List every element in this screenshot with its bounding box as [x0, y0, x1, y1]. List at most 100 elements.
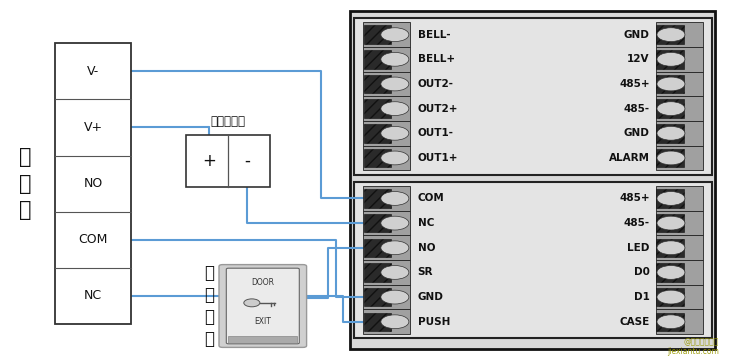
Bar — [656, 145, 703, 170]
Circle shape — [657, 241, 685, 255]
Circle shape — [381, 77, 409, 91]
Circle shape — [657, 53, 685, 66]
Text: GND: GND — [624, 30, 650, 40]
Bar — [363, 285, 410, 309]
Circle shape — [657, 315, 685, 329]
Bar — [656, 149, 684, 167]
Bar — [364, 50, 391, 68]
Bar — [656, 189, 684, 208]
Bar — [656, 47, 703, 72]
Text: NO: NO — [83, 177, 103, 190]
Text: 开
门
按
钮: 开 门 按 钮 — [204, 264, 214, 348]
Bar — [656, 124, 684, 143]
Bar — [350, 11, 715, 349]
FancyBboxPatch shape — [219, 265, 307, 347]
Bar — [656, 288, 684, 306]
Bar — [354, 18, 712, 175]
Circle shape — [381, 28, 409, 41]
Bar — [656, 239, 684, 257]
Circle shape — [657, 266, 685, 279]
Circle shape — [657, 77, 685, 91]
Text: SR: SR — [418, 267, 433, 278]
Circle shape — [657, 102, 685, 116]
Bar — [656, 312, 684, 331]
Circle shape — [657, 151, 685, 165]
Bar — [656, 121, 703, 145]
Circle shape — [657, 290, 685, 304]
Text: 485-: 485- — [623, 218, 650, 228]
Bar — [364, 288, 391, 306]
Bar — [656, 260, 703, 285]
Bar — [656, 211, 703, 235]
Text: V+: V+ — [83, 121, 103, 134]
Bar — [55, 43, 131, 324]
Circle shape — [244, 299, 260, 307]
Bar — [228, 336, 297, 343]
Bar — [364, 75, 391, 93]
Circle shape — [657, 216, 685, 230]
Circle shape — [381, 266, 409, 279]
Text: 485-: 485- — [623, 104, 650, 114]
Bar — [364, 189, 391, 208]
Bar — [656, 309, 703, 334]
Text: LED: LED — [627, 243, 650, 253]
Text: 485+: 485+ — [619, 193, 650, 203]
Bar — [656, 75, 684, 93]
Text: OUT2-: OUT2- — [418, 79, 453, 89]
Bar — [656, 214, 684, 232]
Text: @接线图智能网
jiexiantu.com: @接线图智能网 jiexiantu.com — [667, 337, 719, 356]
Circle shape — [381, 315, 409, 329]
Bar — [363, 145, 410, 170]
Bar — [363, 309, 410, 334]
Circle shape — [657, 28, 685, 41]
Text: NC: NC — [418, 218, 434, 228]
Text: 磁
力
锁: 磁 力 锁 — [19, 147, 32, 220]
Bar — [656, 263, 684, 282]
Text: OUT1+: OUT1+ — [418, 153, 458, 163]
Bar — [656, 285, 703, 309]
Text: PUSH: PUSH — [418, 317, 450, 327]
Bar — [354, 182, 712, 338]
Text: CASE: CASE — [620, 317, 650, 327]
Text: V-: V- — [87, 65, 99, 78]
Bar — [656, 186, 703, 211]
Text: D0: D0 — [634, 267, 650, 278]
Bar — [363, 186, 410, 211]
Bar — [363, 72, 410, 96]
Circle shape — [381, 151, 409, 165]
Bar — [364, 263, 391, 282]
Circle shape — [657, 126, 685, 140]
Text: BELL-: BELL- — [418, 30, 450, 40]
Text: EXIT: EXIT — [254, 318, 272, 326]
Bar — [363, 260, 410, 285]
Bar — [656, 22, 703, 47]
Text: D1: D1 — [634, 292, 650, 302]
Bar — [364, 149, 391, 167]
Bar — [364, 26, 391, 44]
Bar — [363, 96, 410, 121]
Circle shape — [381, 241, 409, 255]
Bar — [656, 96, 703, 121]
Bar — [364, 214, 391, 232]
Circle shape — [381, 216, 409, 230]
Text: NC: NC — [84, 289, 102, 302]
Bar — [656, 72, 703, 96]
Circle shape — [657, 192, 685, 205]
Bar — [363, 211, 410, 235]
Text: 485+: 485+ — [619, 79, 650, 89]
Bar — [364, 99, 391, 118]
Bar — [363, 121, 410, 145]
Text: +: + — [202, 152, 216, 170]
Bar — [364, 239, 391, 257]
Circle shape — [381, 192, 409, 205]
Text: ALARM: ALARM — [609, 153, 650, 163]
Text: OUT1-: OUT1- — [418, 128, 453, 138]
Text: 12V: 12V — [627, 54, 650, 64]
Bar — [364, 312, 391, 331]
Bar — [656, 235, 703, 260]
Text: 电源适配器: 电源适配器 — [211, 115, 245, 128]
Text: BELL+: BELL+ — [418, 54, 455, 64]
Text: COM: COM — [78, 233, 108, 246]
Text: DOOR: DOOR — [251, 278, 274, 287]
Circle shape — [381, 290, 409, 304]
